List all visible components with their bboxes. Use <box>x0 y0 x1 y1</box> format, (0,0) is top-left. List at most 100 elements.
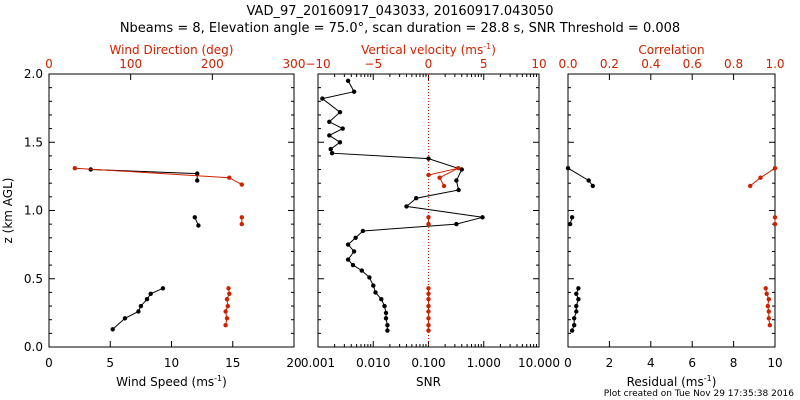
series-1-line <box>321 80 483 331</box>
series-1-point <box>192 215 197 220</box>
series-1-point <box>574 303 579 309</box>
series-2-point <box>767 323 772 328</box>
x-tick-label: 10 <box>767 356 782 370</box>
series-2-point <box>772 215 778 220</box>
series-2-point <box>426 286 431 291</box>
series-2-point <box>766 309 771 314</box>
series-1-point <box>359 268 364 273</box>
series-2-point <box>224 297 230 302</box>
series-1-point <box>196 223 201 228</box>
series-2-point <box>223 309 228 314</box>
top-tick-label: 0.8 <box>724 57 743 71</box>
series-1-line <box>567 167 594 187</box>
series-2-point <box>764 291 769 296</box>
top-tick-label: 0.4 <box>641 57 660 71</box>
y-tick-label: 0.0 <box>24 340 43 354</box>
series-2-point <box>766 297 771 302</box>
plot-frame <box>48 73 295 348</box>
panel-3: 0 2 4 6 8 10 0.0 0.2 0.4 0.6 0.8 1.0 Residual (ms-1)… <box>558 43 784 389</box>
panel-2: 0.001 0.010 0.100 1.000 10.000 −10 −5 0 5 10 SNR Ve… <box>301 42 560 389</box>
x-axis-label-exponent: -1 <box>214 374 222 383</box>
series-1-point <box>329 151 335 156</box>
top-tick-label: 300 <box>283 57 306 71</box>
x-tick-label: 6 <box>688 356 696 370</box>
series-1-point <box>195 171 200 176</box>
series-2-point <box>239 221 244 227</box>
series-1-point <box>327 133 332 138</box>
series-1-point <box>385 328 390 333</box>
series-1-point <box>371 283 376 288</box>
series-2-point <box>772 221 778 227</box>
x-axis-label-exponent: -1 <box>704 374 712 383</box>
y-tick-label: 0.5 <box>24 272 43 286</box>
series-1-point <box>110 327 115 332</box>
series-1-point <box>337 110 343 115</box>
series-2-point <box>426 303 431 309</box>
x-axis-label-close: ) <box>222 375 227 389</box>
series-1-point <box>320 96 325 101</box>
series-1-line <box>112 287 164 330</box>
series-1-point <box>385 323 390 328</box>
series-1-point <box>382 303 387 309</box>
series-1-point <box>148 291 153 296</box>
series-1-point <box>160 286 166 291</box>
x-axis-label: Residual (ms-1) <box>627 374 717 389</box>
x-tick-label: 0.010 <box>356 356 390 370</box>
series-2-point <box>227 291 232 296</box>
series-2-point <box>758 175 763 180</box>
top-tick-label: 0 <box>45 57 53 71</box>
x-tick-label: 0.001 <box>301 356 335 370</box>
series-2-point <box>72 166 78 171</box>
series-2-point <box>426 309 431 314</box>
series-1-point <box>576 297 581 302</box>
series-1-point <box>569 328 575 333</box>
x-tick-label: 10.000 <box>518 356 560 370</box>
series-1-point <box>367 275 372 280</box>
series-2-point <box>441 183 447 189</box>
x-tick-label: 4 <box>647 356 655 370</box>
top-tick-label: 0.6 <box>683 57 702 71</box>
series-2-point <box>224 316 230 321</box>
series-1-point <box>404 204 409 209</box>
series-2-point <box>426 323 431 328</box>
x-tick-label: 0 <box>564 356 572 370</box>
plot-timestamp: Plot created on Tue Nov 29 17:35:38 2016 <box>604 389 794 399</box>
series-1-point <box>565 166 571 171</box>
x-axis-label-text: Wind Speed (ms <box>116 375 214 389</box>
top-axis-label: Wind Direction (deg) <box>110 43 234 57</box>
series-2-point <box>766 316 771 321</box>
x-tick-label: 5 <box>106 356 114 370</box>
series-1-point <box>454 178 459 183</box>
series-1-point <box>414 196 419 201</box>
series-1-point <box>138 303 144 309</box>
top-axis-label-text: Wind Direction (deg) <box>110 43 234 57</box>
series-1-point <box>586 178 591 183</box>
x-axis-label: SNR <box>416 375 441 389</box>
series-2-point <box>763 286 768 291</box>
figure-subtitle: Nbeams = 8, Elevation angle = 75.0°, sca… <box>120 21 680 36</box>
series-1-point <box>353 235 358 240</box>
top-tick-label: 100 <box>119 57 142 71</box>
x-tick-label: 2 <box>606 356 614 370</box>
series-2-point <box>437 175 442 180</box>
x-tick-label: 15 <box>225 356 240 370</box>
series-2-point <box>748 183 753 189</box>
series-1-point <box>195 178 200 183</box>
y-axis-label: z (km AGL) <box>1 178 15 244</box>
series-1-point <box>136 309 141 314</box>
top-axis-label: Correlation <box>638 43 704 57</box>
x-tick-label: 0 <box>45 356 53 370</box>
series-1-point <box>569 215 575 220</box>
y-tick-label: 1.5 <box>24 135 43 149</box>
top-tick-label: 0 <box>425 57 433 71</box>
y-tick-label: 1.0 <box>24 204 43 218</box>
series-2-point <box>426 328 431 333</box>
series-1-point <box>456 187 461 193</box>
top-axis-label: Vertical velocity (ms-1) <box>361 42 496 57</box>
series-1-point <box>327 119 332 125</box>
series-1-point <box>567 221 573 227</box>
series-1-point <box>426 156 431 161</box>
x-tick-label: 0.100 <box>411 356 445 370</box>
series-1-point <box>383 316 389 321</box>
